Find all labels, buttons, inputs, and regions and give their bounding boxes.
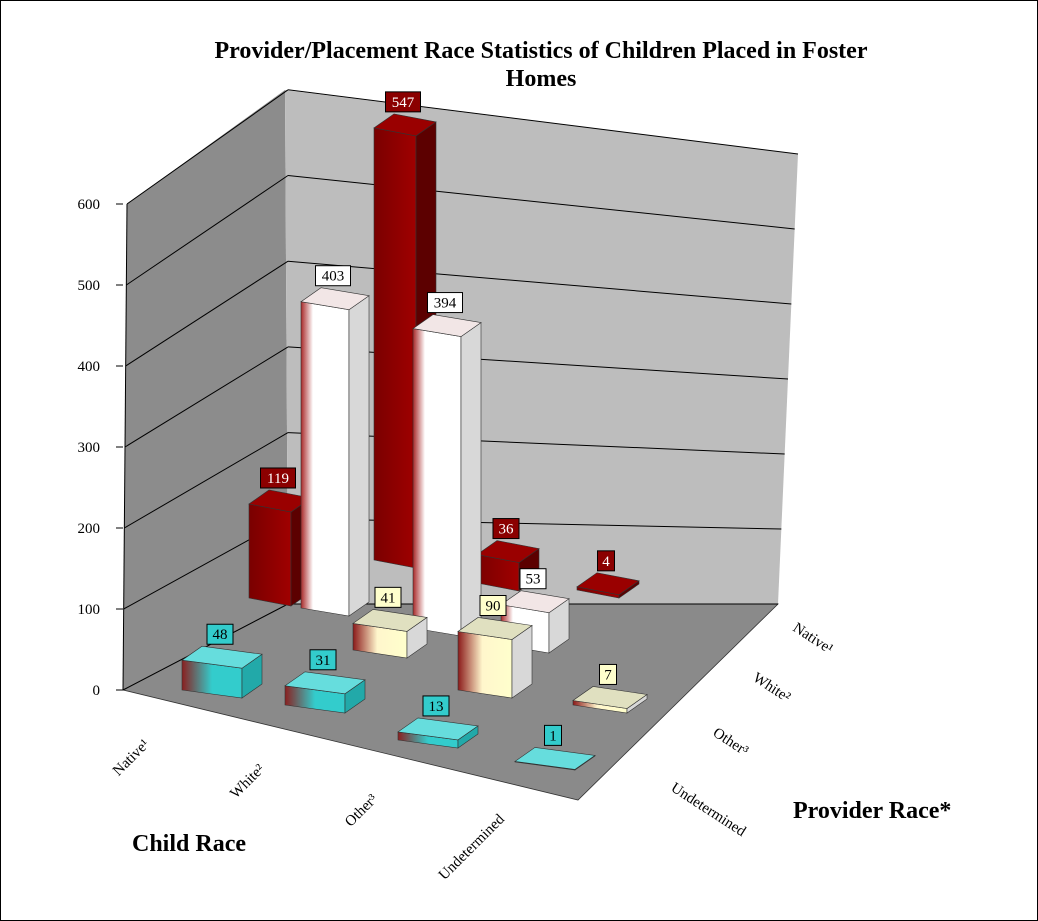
z-tick-label: Undetermined — [668, 780, 749, 840]
y-tick-label: 500 — [78, 278, 101, 294]
data-label-box — [427, 292, 463, 314]
data-label-box — [599, 663, 617, 685]
bar: 403 — [300, 265, 370, 617]
gridline — [287, 260, 792, 305]
gridline — [287, 432, 785, 455]
bar: 4 — [576, 550, 640, 599]
x-tick-label: Undetermined — [436, 811, 508, 883]
data-label-box — [479, 595, 507, 616]
gridline — [125, 260, 289, 367]
data-label: 53 — [526, 572, 541, 588]
data-label: 1 — [549, 728, 557, 744]
side-wall — [123, 90, 288, 690]
data-label: 31 — [316, 653, 331, 669]
gridline — [124, 432, 289, 529]
y-tick-label: 400 — [78, 359, 101, 375]
data-label-box — [315, 265, 351, 287]
data-label-box — [422, 695, 450, 717]
x-axis-title: Child Race — [132, 831, 246, 857]
bar: 31 — [284, 649, 366, 714]
data-label: 13 — [429, 699, 444, 715]
data-label: 4 — [602, 554, 610, 570]
bar: 7 — [572, 663, 648, 714]
x-tick-label: Native¹ — [110, 737, 153, 780]
gridline — [126, 175, 289, 286]
data-label: 403 — [322, 269, 345, 285]
y-tick-label: 200 — [78, 521, 101, 537]
floor — [123, 604, 778, 800]
data-label: 41 — [381, 590, 396, 606]
data-label-box — [309, 649, 337, 671]
data-label: 394 — [434, 296, 457, 312]
z-tick-label: Native¹ — [790, 620, 836, 658]
x-tick-label: Other³ — [342, 791, 381, 830]
data-label: 48 — [213, 627, 228, 643]
x-tick-label: White² — [227, 761, 268, 802]
gridline — [124, 346, 289, 448]
gridline — [287, 517, 782, 530]
bar: 41 — [352, 586, 428, 659]
data-label-box — [206, 623, 234, 645]
gridline — [287, 346, 789, 380]
chart-title: Provider/Placement Race Statistics of Ch… — [121, 37, 961, 93]
bar: 13 — [397, 695, 479, 749]
data-label: 547 — [392, 95, 415, 111]
chart-title-line-2: Homes — [505, 66, 577, 92]
data-label-box — [374, 586, 402, 608]
bar: 90 — [457, 595, 533, 699]
z-axis-title: Provider Race* — [793, 798, 951, 824]
bar: 36 — [476, 518, 540, 592]
data-label: 90 — [486, 599, 501, 615]
chart-title-line-1: Provider/Placement Race Statistics of Ch… — [214, 38, 868, 64]
data-label-box — [519, 568, 547, 590]
bar: 1 — [514, 724, 596, 771]
data-label-box — [492, 518, 520, 540]
data-label-box — [597, 550, 615, 572]
gridline — [126, 89, 289, 205]
bar: 394 — [412, 292, 482, 637]
data-label: 36 — [499, 522, 515, 538]
data-label-box — [544, 724, 562, 746]
z-tick-label: Other³ — [710, 725, 752, 760]
bar: 48 — [181, 623, 263, 699]
gridline — [287, 89, 799, 155]
data-label-box — [260, 467, 296, 489]
y-tick-label: 0 — [93, 683, 101, 699]
data-label: 119 — [267, 471, 289, 487]
gridline — [287, 175, 795, 230]
data-label-box — [385, 91, 421, 113]
data-label: 7 — [604, 667, 612, 683]
z-tick-label: White² — [750, 670, 794, 706]
y-tick-label: 100 — [78, 602, 101, 618]
y-tick-label: 600 — [78, 197, 101, 213]
y-tick-label: 300 — [78, 440, 101, 456]
